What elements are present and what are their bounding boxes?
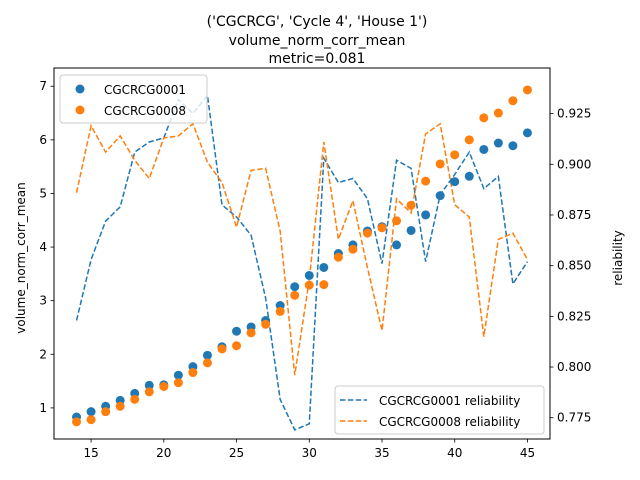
chart-title-line-2: volume_norm_corr_mean xyxy=(229,33,406,49)
point-cgcrcg0008 xyxy=(421,176,431,186)
point-cgcrcg0001 xyxy=(464,171,474,181)
point-cgcrcg0008 xyxy=(72,417,82,427)
y2-tick-label: 0.825 xyxy=(557,309,591,323)
point-cgcrcg0008 xyxy=(275,306,285,316)
legend-label-cgcrcg0008: CGCRCG0008 xyxy=(104,104,186,118)
point-cgcrcg0008 xyxy=(493,108,503,118)
point-cgcrcg0001 xyxy=(86,407,96,417)
point-cgcrcg0008 xyxy=(232,341,242,351)
x-tick-label: 20 xyxy=(156,446,171,460)
point-cgcrcg0008 xyxy=(144,387,154,397)
point-cgcrcg0008 xyxy=(173,378,183,388)
point-cgcrcg0001 xyxy=(202,350,212,360)
point-cgcrcg0001 xyxy=(173,370,183,380)
point-cgcrcg0008 xyxy=(202,358,212,368)
reliability-lines xyxy=(75,93,529,431)
point-cgcrcg0001 xyxy=(319,262,329,272)
y-tick-label: 1 xyxy=(39,401,47,415)
point-cgcrcg0001 xyxy=(406,225,416,235)
point-cgcrcg0008 xyxy=(392,216,402,226)
point-cgcrcg0001 xyxy=(479,144,489,154)
point-cgcrcg0008 xyxy=(377,223,387,233)
point-cgcrcg0008 xyxy=(86,415,96,425)
point-cgcrcg0008 xyxy=(406,200,416,210)
point-cgcrcg0008 xyxy=(101,407,111,417)
y-tick-label: 7 xyxy=(39,79,47,93)
point-cgcrcg0008 xyxy=(261,319,271,329)
chart-title-line-1: ('CGCRCG', 'Cycle 4', 'House 1') xyxy=(207,14,428,30)
point-cgcrcg0008 xyxy=(508,96,518,106)
y2-tick-label: 0.925 xyxy=(557,107,591,121)
point-cgcrcg0001 xyxy=(290,282,300,292)
scatter-points xyxy=(72,85,532,427)
point-cgcrcg0001 xyxy=(392,240,402,250)
x-tick-label: 30 xyxy=(302,446,317,460)
point-cgcrcg0008 xyxy=(290,290,300,300)
point-cgcrcg0008 xyxy=(348,244,358,254)
x-tick-label: 15 xyxy=(83,446,98,460)
point-cgcrcg0001 xyxy=(493,138,503,148)
point-cgcrcg0001 xyxy=(232,326,242,336)
point-cgcrcg0001 xyxy=(435,191,445,201)
point-cgcrcg0008 xyxy=(217,344,227,354)
point-cgcrcg0008 xyxy=(450,150,460,160)
y2-tick-label: 0.800 xyxy=(557,360,591,374)
y2-tick-label: 0.775 xyxy=(557,411,591,425)
y-tick-label: 6 xyxy=(39,133,47,147)
point-cgcrcg0008 xyxy=(159,381,169,391)
x-tick-label: 45 xyxy=(520,446,535,460)
point-cgcrcg0008 xyxy=(522,85,532,95)
point-cgcrcg0008 xyxy=(435,159,445,169)
point-cgcrcg0001 xyxy=(522,128,532,138)
legend-label-cgcrcg0001: CGCRCG0001 xyxy=(104,83,186,97)
point-cgcrcg0008 xyxy=(362,228,372,238)
point-cgcrcg0008 xyxy=(130,394,140,404)
point-cgcrcg0008 xyxy=(479,113,489,123)
x-tick-label: 40 xyxy=(447,446,462,460)
reliability-line-cgcrcg0001 xyxy=(75,93,529,431)
y2-axis-label: reliability xyxy=(611,230,625,286)
axis-ticks: 15 20 25 30 35 40 4512345670.7750.8000.8250.85… xyxy=(39,79,591,460)
legend-label-cgcrcg0001-reliability: CGCRCG0001 reliability xyxy=(379,394,520,408)
axes-frame xyxy=(53,67,551,440)
x-tick-label: 25 xyxy=(229,446,244,460)
point-cgcrcg0001 xyxy=(450,177,460,187)
point-cgcrcg0008 xyxy=(246,328,256,338)
y2-tick-label: 0.900 xyxy=(557,157,591,171)
point-cgcrcg0008 xyxy=(319,280,329,290)
point-cgcrcg0008 xyxy=(333,252,343,262)
legend-secondary: CGCRCG0001 reliability CGCRCG0008 reliab… xyxy=(334,385,545,435)
y-tick-label: 2 xyxy=(39,347,47,361)
point-cgcrcg0008 xyxy=(188,368,198,378)
y-tick-label: 4 xyxy=(39,240,47,254)
y-axis-label: volume_norm_corr_mean xyxy=(14,182,28,333)
legend-label-cgcrcg0008-reliability: CGCRCG0008 reliability xyxy=(379,415,520,429)
point-cgcrcg0001 xyxy=(304,270,314,280)
y2-tick-label: 0.850 xyxy=(557,259,591,273)
legend-marker-cgcrcg0001 xyxy=(75,84,85,94)
y-tick-label: 3 xyxy=(39,294,47,308)
point-cgcrcg0001 xyxy=(421,210,431,220)
legend-marker-cgcrcg0008 xyxy=(75,105,85,115)
point-cgcrcg0001 xyxy=(508,141,518,151)
y-tick-label: 5 xyxy=(39,186,47,200)
point-cgcrcg0008 xyxy=(115,401,125,411)
point-cgcrcg0008 xyxy=(304,280,314,290)
y2-tick-label: 0.875 xyxy=(557,208,591,222)
point-cgcrcg0001 xyxy=(144,380,154,390)
legend-secondary-frame xyxy=(334,385,545,435)
legend-primary-frame xyxy=(59,74,208,124)
point-cgcrcg0008 xyxy=(464,135,474,145)
reliability-line-cgcrcg0008 xyxy=(75,122,529,376)
chart-title-line-3: metric=0.081 xyxy=(269,51,366,67)
legend-primary: CGCRCG0001 CGCRCG0008 xyxy=(59,74,208,124)
x-tick-label: 35 xyxy=(374,446,389,460)
